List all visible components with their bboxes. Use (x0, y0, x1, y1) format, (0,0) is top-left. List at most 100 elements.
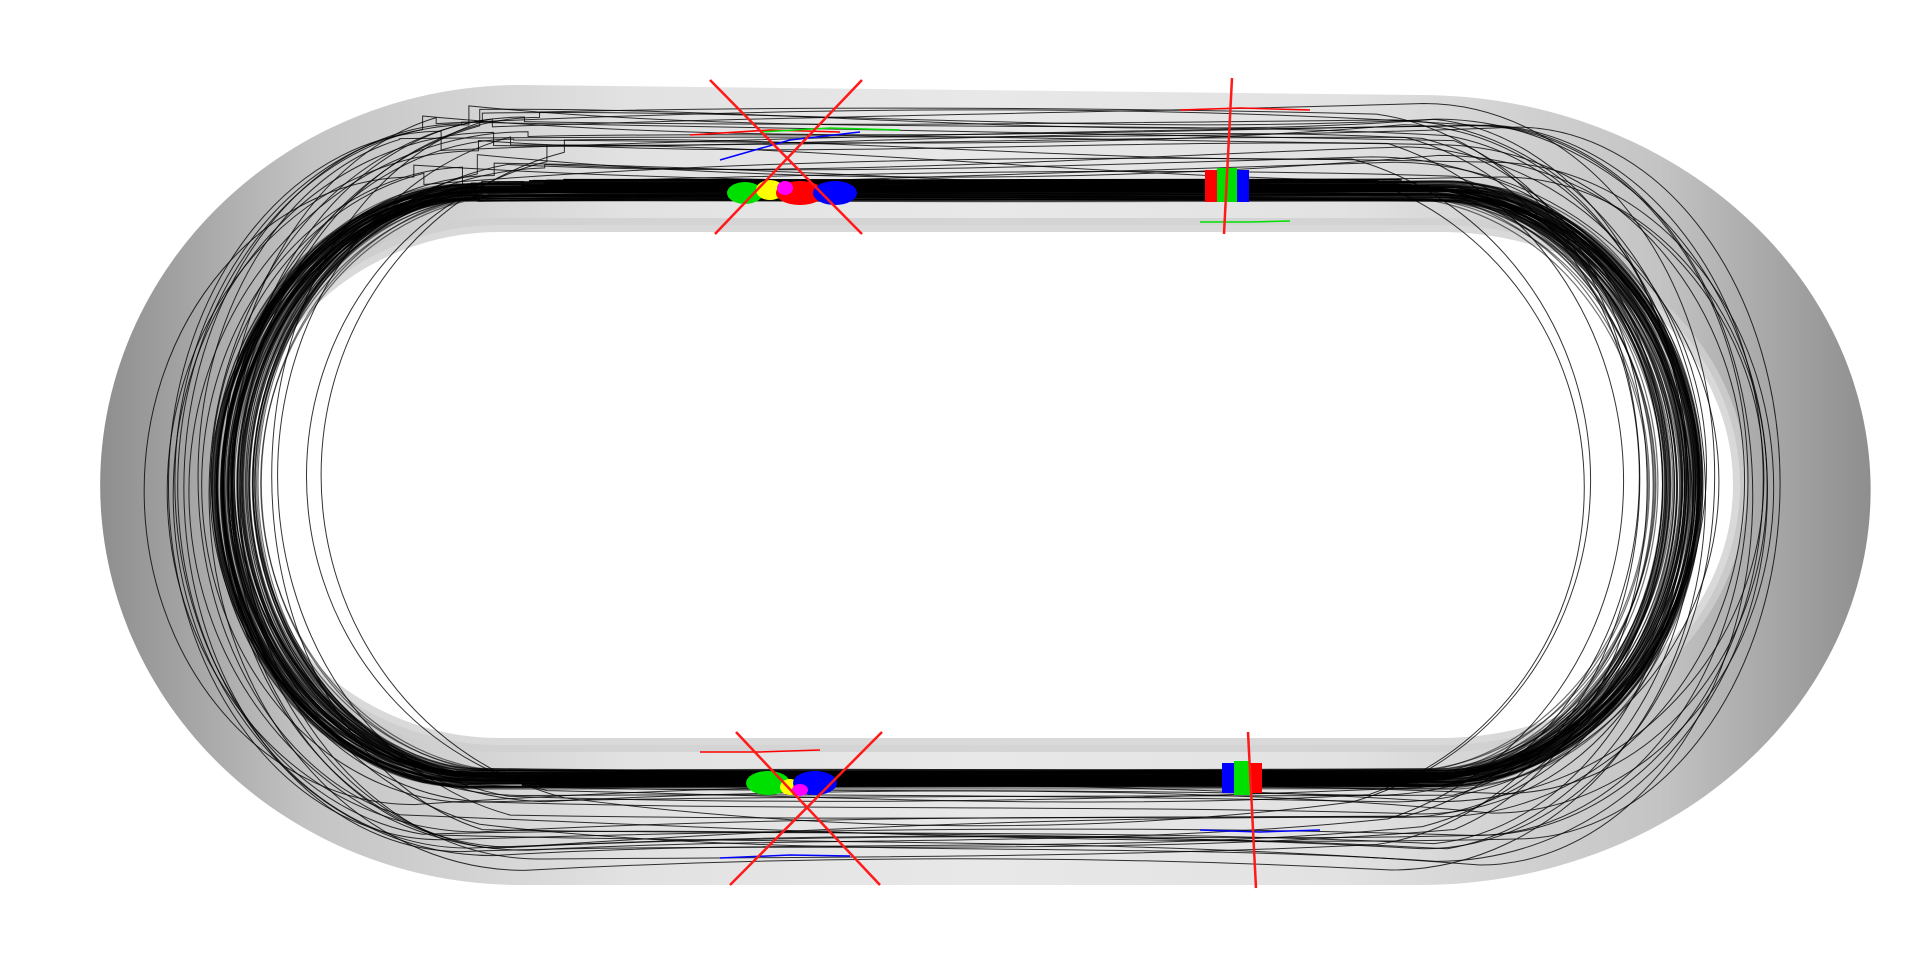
trajectory-line (232, 186, 1666, 781)
trajectory-line (305, 144, 1585, 803)
trajectory-line (540, 779, 1419, 784)
trajectory-line (229, 197, 1678, 775)
trajectory-line (222, 183, 1693, 788)
trajectory-line (236, 194, 1699, 775)
trajectory-line (215, 195, 1702, 776)
trajectory-line (226, 180, 1692, 790)
trajectory-line (253, 193, 1691, 775)
trajectory-line (225, 192, 1692, 778)
trajectory-line (320, 138, 1592, 827)
trajectory-line (211, 191, 1678, 782)
trajectory-line (226, 197, 1690, 775)
crossing-marker-bottom-left (729, 731, 883, 886)
trajectory-line (230, 182, 1690, 787)
trajectory-line (243, 186, 1701, 782)
trajectory-line (220, 182, 1668, 789)
cluster-bottom-right (1222, 761, 1262, 795)
trajectory-line (221, 180, 1696, 790)
trajectory-line (188, 131, 1625, 851)
trajectory-line (166, 140, 1746, 833)
trajectory-line (215, 186, 1701, 784)
crossing-marker-bottom-right (1246, 731, 1258, 889)
trajectory-line (221, 180, 1684, 788)
trajectory-line (254, 187, 1681, 780)
trajectory-line (256, 182, 1667, 786)
trajectory-bundle-dense (211, 178, 1704, 790)
trajectory-line (216, 189, 1699, 780)
trajectory-line (244, 189, 1672, 778)
trajectory-line (533, 185, 1423, 188)
trajectory-line (212, 197, 1704, 772)
trajectory-line (252, 186, 1659, 786)
color-clusters (727, 168, 1262, 796)
trajectory-line (239, 196, 1674, 772)
trajectory-line (260, 194, 1649, 775)
trajectory-line (239, 197, 1699, 774)
trajectory-line (211, 190, 1691, 781)
trajectory-line (231, 188, 1696, 783)
trajectory-line (214, 185, 1686, 785)
trajectory-line (252, 189, 1656, 782)
trajectory-line (277, 136, 1640, 819)
track-inner-rim (225, 218, 1747, 752)
trajectory-line (246, 185, 1701, 783)
trajectory-line (201, 166, 1663, 803)
trajectory-line (236, 183, 1676, 786)
trajectory-line (215, 190, 1683, 781)
trajectory-line (231, 186, 1701, 783)
trajectory-line (547, 181, 1391, 185)
trajectory-line (239, 187, 1695, 778)
trajectory-line (240, 189, 1700, 781)
trajectory-line (216, 189, 1699, 780)
trajectory-line (168, 125, 1749, 841)
crossing-marker-top-right (1222, 77, 1234, 235)
trajectory-line (217, 182, 1671, 789)
trajectory-line (143, 164, 1768, 806)
trajectory-line (240, 187, 1702, 780)
trajectory-line (229, 191, 1669, 779)
trajectory-line (222, 194, 1694, 776)
trajectory-line (220, 162, 1694, 815)
trajectory-line (248, 186, 1654, 783)
trajectory-line (260, 191, 1687, 778)
trajectory-line (215, 185, 1683, 781)
trajectory-line (213, 190, 1684, 782)
trajectory-line (211, 189, 1704, 782)
trajectory-line (215, 196, 1700, 775)
trajectory-line (248, 189, 1650, 781)
trajectory-line (231, 188, 1671, 782)
trajectory-line (246, 195, 1666, 773)
trajectory-line (552, 771, 1409, 776)
trajectory-line (222, 186, 1664, 788)
trajectory-line (224, 181, 1686, 786)
trajectory-line (210, 157, 1775, 814)
trajectory-line (233, 190, 1671, 777)
trajectory-line (236, 182, 1703, 787)
trajectory-line (222, 198, 1683, 774)
trajectory-line (227, 195, 1664, 776)
trajectory-line (229, 197, 1686, 775)
trajectory-line (230, 103, 1716, 850)
trajectory-line (222, 184, 1664, 784)
trajectory-line (232, 188, 1702, 782)
trajectory-line (241, 195, 1671, 774)
trajectory-line (221, 194, 1695, 776)
trajectory-line (251, 191, 1678, 778)
track-surface (100, 85, 1871, 885)
trajectory-line (242, 189, 1682, 776)
trajectory-line (208, 116, 1707, 871)
trajectory-line (227, 181, 1689, 788)
trajectory-line (215, 197, 1700, 775)
trajectory-line (227, 195, 1657, 776)
trajectory-line (252, 146, 1707, 802)
trajectory-line (248, 185, 1689, 788)
trajectory-line (227, 196, 1688, 775)
trajectory-line (222, 194, 1697, 773)
trajectory-line (209, 161, 1720, 803)
trajectory-line (216, 192, 1700, 776)
trajectory-line (238, 192, 1667, 779)
trajectory-line (227, 156, 1703, 803)
colored-trace-lines (689, 107, 1321, 859)
trajectory-line (242, 181, 1698, 788)
